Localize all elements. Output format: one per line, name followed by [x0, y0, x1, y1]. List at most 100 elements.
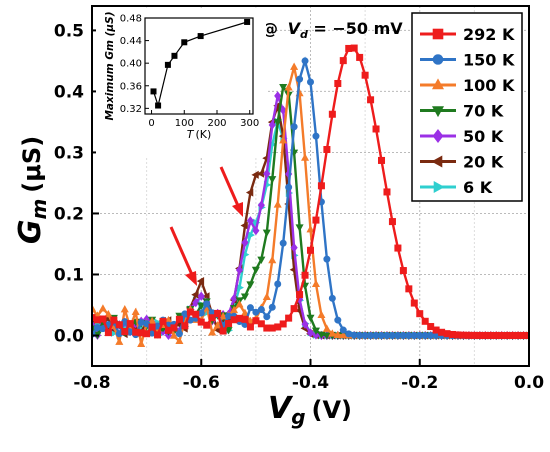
series-point — [301, 57, 309, 65]
series-point — [333, 330, 342, 338]
inset-chart: 0 100 200 300 0.32 0.36 0.40 0.44 0.48 T (K) Maximu… — [96, 10, 266, 156]
series-point — [115, 321, 123, 329]
series-point — [306, 314, 315, 323]
series-point — [290, 123, 298, 131]
inset-point — [171, 52, 178, 59]
series-point — [388, 218, 396, 226]
series-point — [181, 322, 189, 330]
series-point — [301, 153, 310, 161]
legend-item: 20 K — [420, 153, 504, 172]
x-tick-label: 0.0 — [514, 373, 544, 393]
series-point — [154, 331, 162, 339]
inset-y-tick-label: 0.44 — [120, 36, 142, 47]
series-point — [350, 44, 358, 52]
inset-y-tick-label: 0.32 — [120, 104, 142, 115]
legend-box — [411, 12, 523, 202]
inset-x-tick-label: 0 — [148, 118, 154, 129]
series-point — [334, 79, 342, 87]
series-point — [416, 310, 424, 318]
inset-background — [96, 10, 266, 156]
series-point — [170, 324, 178, 332]
series-point — [285, 183, 293, 191]
y-tick-label: 0.1 — [54, 265, 84, 285]
series-point — [131, 307, 140, 316]
series-point — [214, 309, 222, 317]
series-point — [268, 176, 277, 184]
series-point — [322, 324, 331, 332]
series-layer — [92, 44, 529, 347]
series-point — [339, 326, 347, 334]
series-point — [306, 225, 315, 233]
series-point — [262, 292, 271, 300]
inset-point — [244, 18, 251, 25]
inset-x-tick-label: 200 — [207, 118, 226, 129]
series-point — [285, 314, 293, 322]
series-point — [312, 216, 320, 224]
series-point — [399, 267, 407, 275]
legend-label: 70 K — [463, 102, 504, 121]
series-point — [296, 75, 304, 83]
series-point — [240, 221, 248, 230]
series-point — [317, 182, 325, 190]
series-point — [246, 281, 255, 289]
series-point — [230, 293, 238, 304]
series-292-K — [92, 44, 529, 339]
series-point — [208, 328, 217, 336]
series-point — [110, 316, 118, 324]
series-point — [159, 317, 167, 325]
series-point — [322, 332, 331, 340]
inset-x-axis-title: T (K) — [187, 128, 212, 141]
series-point — [245, 188, 254, 197]
inset-y-tick-label: 0.40 — [120, 59, 142, 70]
legend-item: 50 K — [420, 127, 504, 146]
series-point — [383, 188, 391, 196]
series-point — [175, 315, 183, 323]
series-point — [268, 303, 276, 311]
series-point — [252, 226, 260, 236]
series-point — [317, 310, 326, 319]
series-point — [251, 170, 259, 179]
series-point — [246, 216, 254, 226]
series-point — [273, 200, 282, 208]
series-point — [175, 330, 183, 338]
legend-item: 150 K — [420, 51, 515, 70]
bias-annotation: @ Vd = −50 mV — [262, 19, 403, 41]
red-arrow-right — [219, 166, 243, 217]
inset-x-tick-label: 100 — [175, 118, 194, 129]
legend: 292 K 150 K 100 K 70 K 50 K 20 K 6 K — [411, 12, 523, 202]
series-point — [323, 255, 331, 263]
legend-item: 6 K — [420, 178, 493, 197]
series-point — [356, 53, 364, 61]
inset-y-tick-label: 0.48 — [120, 14, 142, 25]
series-point — [257, 320, 265, 328]
series-point — [301, 271, 309, 279]
legend-marker — [432, 129, 444, 143]
series-point — [196, 277, 205, 286]
series-point — [290, 243, 298, 253]
x-tick-label: -0.4 — [292, 373, 329, 393]
inset-y-tick-label: 0.36 — [120, 81, 142, 92]
series-point — [235, 300, 244, 308]
series-point — [104, 309, 113, 318]
series-point — [279, 83, 288, 92]
series-point — [98, 304, 107, 312]
series-point — [192, 310, 200, 318]
series-point — [339, 57, 347, 65]
series-point — [328, 294, 336, 302]
legend-marker — [431, 106, 445, 118]
x-tick-label: -0.6 — [183, 373, 220, 393]
series-point — [202, 292, 210, 301]
series-point — [273, 119, 282, 127]
series-point — [224, 327, 233, 335]
series-point — [143, 330, 151, 338]
series-point — [104, 329, 112, 337]
series-point — [378, 156, 386, 164]
series-point — [306, 246, 314, 254]
series-point — [225, 320, 233, 328]
series-point — [203, 321, 211, 329]
series-point — [246, 304, 254, 312]
series-point — [410, 299, 418, 307]
x-axis-title: Vg (V) — [268, 391, 352, 429]
y-tick-label: 0.2 — [54, 204, 84, 224]
inset-point — [164, 61, 171, 68]
